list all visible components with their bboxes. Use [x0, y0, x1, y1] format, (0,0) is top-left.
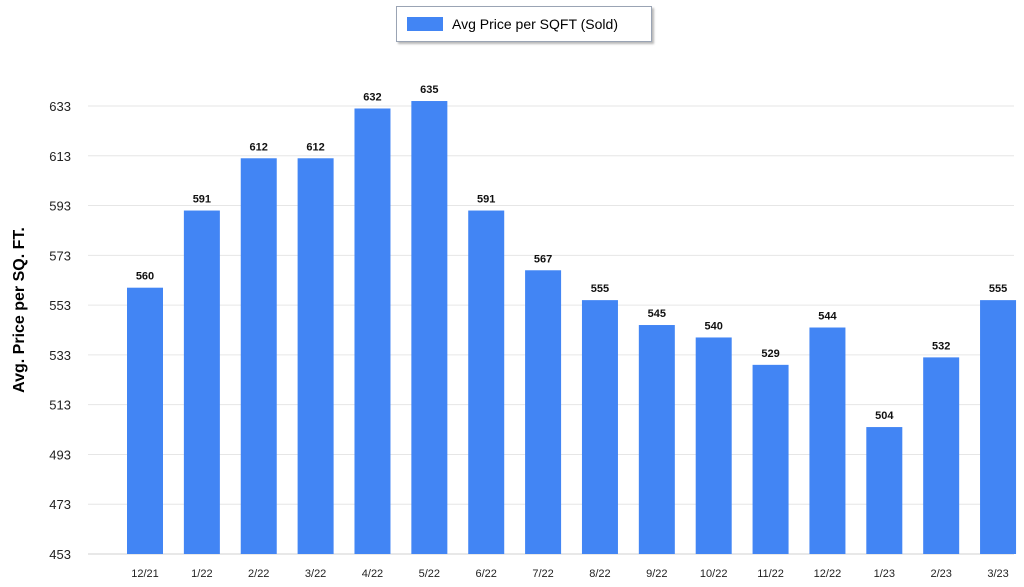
y-tick-label: 593 [49, 199, 71, 214]
data-label: 544 [818, 311, 837, 323]
data-label: 591 [477, 194, 495, 206]
bar [695, 337, 732, 554]
x-tick-label: 12/22 [814, 568, 842, 580]
bar [581, 300, 618, 554]
data-label: 632 [363, 91, 381, 103]
bar [809, 327, 846, 554]
y-tick-label: 513 [49, 398, 71, 413]
y-axis-label: Avg. Price per SQ. FT. [11, 227, 28, 393]
y-tick-label: 573 [49, 248, 71, 263]
y-axis-ticks: 453 473 493 513 533 553 573 593 613 633 [49, 99, 71, 562]
data-label: 504 [875, 410, 894, 422]
bar [297, 158, 334, 554]
bar [638, 325, 675, 554]
data-label: 560 [136, 271, 154, 283]
y-tick-label: 613 [49, 149, 71, 164]
x-tick-label: 2/23 [930, 568, 951, 580]
y-tick-label: 533 [49, 348, 71, 363]
data-label: 555 [591, 283, 609, 295]
bar [923, 357, 960, 554]
data-label: 555 [989, 283, 1007, 295]
y-tick-label: 493 [49, 447, 71, 462]
y-tick-label: 453 [49, 547, 71, 562]
bar [354, 108, 391, 554]
x-tick-label: 3/22 [305, 568, 326, 580]
x-tick-label: 9/22 [646, 568, 667, 580]
x-tick-label: 6/22 [476, 568, 497, 580]
data-label: 635 [420, 84, 438, 96]
data-label: 545 [648, 308, 666, 320]
x-tick-label: 11/22 [757, 568, 784, 580]
x-tick-label: 7/22 [532, 568, 553, 580]
data-label: 532 [932, 340, 950, 352]
data-labels: 560 591 612 612 632 635 591 567 555 545 540 529 544 5… [136, 84, 1007, 422]
y-tick-label: 553 [49, 298, 71, 313]
data-label: 612 [250, 141, 268, 153]
bars [127, 101, 1017, 555]
bar [752, 364, 789, 554]
data-label: 612 [306, 141, 324, 153]
x-tick-label: 3/23 [987, 568, 1008, 580]
x-tick-label: 12/21 [131, 568, 159, 580]
legend-swatch [407, 17, 443, 31]
x-tick-label: 2/22 [248, 568, 269, 580]
chart-legend: Avg Price per SQFT (Sold) [396, 6, 652, 42]
y-tick-label: 633 [49, 99, 71, 114]
y-tick-label: 473 [49, 497, 71, 512]
data-label: 529 [761, 348, 779, 360]
bar [127, 287, 163, 554]
bar [866, 427, 903, 554]
x-tick-label: 1/23 [874, 568, 895, 580]
data-label: 567 [534, 253, 552, 265]
legend-label: Avg Price per SQFT (Sold) [452, 16, 618, 32]
data-label: 540 [705, 320, 723, 332]
bar [183, 210, 220, 555]
x-tick-label: 10/22 [700, 568, 728, 580]
data-label: 591 [193, 194, 211, 206]
x-axis-ticks: 12/21 1/22 2/22 3/22 4/22 5/22 6/22 7/22 8/22 9/2… [131, 568, 1009, 580]
bar [980, 300, 1017, 554]
x-tick-label: 1/22 [191, 568, 212, 580]
x-tick-label: 4/22 [362, 568, 383, 580]
bar [525, 270, 562, 554]
x-tick-label: 5/22 [419, 568, 440, 580]
x-tick-label: 8/22 [589, 568, 610, 580]
bar [411, 101, 448, 555]
bar [468, 210, 505, 555]
bar [240, 158, 277, 554]
